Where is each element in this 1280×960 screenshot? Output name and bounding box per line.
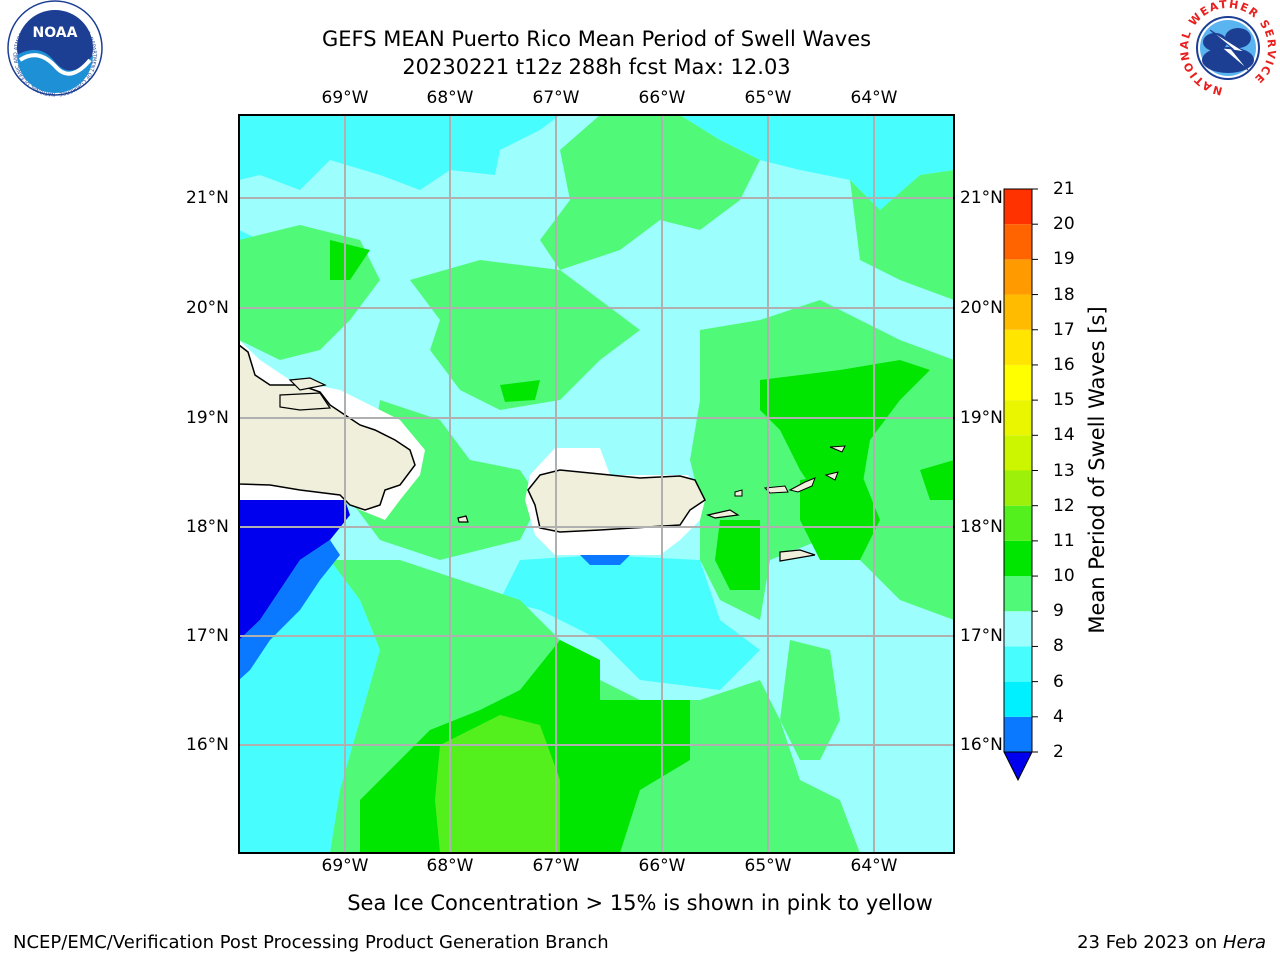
- map-panel: [238, 114, 955, 854]
- colorbar-segment: [1004, 470, 1032, 506]
- lon-label-bottom: 66°W: [638, 856, 686, 876]
- lat-label-left: 19°N: [186, 408, 229, 428]
- map-frame: [238, 114, 955, 854]
- colorbar-tick-label: 2: [1053, 742, 1064, 762]
- colorbar-tick-label: 19: [1053, 249, 1075, 270]
- lon-label-bottom: 69°W: [321, 856, 369, 876]
- lat-label-left: 17°N: [186, 626, 229, 646]
- colorbar-segment: [1004, 259, 1032, 295]
- colorbar-segment: [1004, 681, 1032, 717]
- colorbar-segment: [1004, 400, 1032, 436]
- colorbar-segment: [1004, 294, 1032, 330]
- contour-fills: [239, 115, 954, 853]
- colorbar-segment: [1004, 224, 1032, 260]
- colorbar-segment: [1004, 576, 1032, 612]
- colorbar-segment: [1004, 646, 1032, 682]
- colorbar-segment: [1004, 505, 1032, 541]
- lon-label-bottom: 67°W: [532, 856, 580, 876]
- colorbar-under-arrow: [1003, 751, 1033, 782]
- colorbar-tick-label: 20: [1053, 214, 1075, 235]
- lon-label-top: 68°W: [426, 88, 474, 108]
- map-background: [239, 115, 954, 853]
- lon-label-bottom: 64°W: [850, 856, 898, 876]
- lon-label-top: 67°W: [532, 88, 580, 108]
- colorbar-segment: [1004, 716, 1032, 752]
- lat-label-right: 20°N: [960, 298, 1003, 318]
- colorbar-tick-label: 10: [1053, 566, 1075, 587]
- lat-label-left: 20°N: [186, 298, 229, 318]
- lat-label-right: 18°N: [960, 517, 1003, 537]
- colorbar-tick-label: 8: [1053, 636, 1064, 657]
- colorbar-segment: [1004, 611, 1032, 647]
- lat-label-left: 16°N: [186, 735, 229, 755]
- lon-label-bottom: 68°W: [426, 856, 474, 876]
- colorbar-tick-label: 9: [1053, 601, 1064, 622]
- lat-label-left: 21°N: [186, 188, 229, 208]
- colorbar-tick-label: 12: [1053, 495, 1075, 516]
- lat-label-right: 19°N: [960, 408, 1003, 428]
- colorbar-segment: [1004, 189, 1032, 225]
- lon-label-top: 65°W: [744, 88, 792, 108]
- colorbar-tick-label: 18: [1053, 284, 1075, 305]
- colorbar-tick-label: 16: [1053, 354, 1075, 375]
- colorbar-tick-label: 14: [1053, 425, 1075, 446]
- footer-date: 23 Feb 2023 on Hera: [1077, 932, 1266, 953]
- colorbar-segment: [1004, 364, 1032, 401]
- lon-label-top: 64°W: [850, 88, 898, 108]
- colorbar-tick-label: 6: [1053, 671, 1064, 692]
- colorbar-tick-label: 13: [1053, 460, 1075, 481]
- footer-host: Hera: [1222, 932, 1266, 953]
- colorbar-tick-label: 15: [1053, 390, 1075, 411]
- colorbar-tick-label: 17: [1053, 319, 1075, 340]
- map-gridlines: [239, 115, 954, 853]
- colorbar-tick-label: 4: [1053, 706, 1064, 727]
- footer-credit: NCEP/EMC/Verification Post Processing Pr…: [13, 932, 609, 953]
- lat-label-left: 18°N: [186, 517, 229, 537]
- colorbar-label: Mean Period of Swell Waves [s]: [1085, 306, 1109, 634]
- colorbar-tick-label: 21: [1053, 179, 1075, 199]
- colorbar-segment: [1004, 540, 1032, 577]
- colorbar-segment: [1004, 329, 1032, 365]
- sea-ice-note: Sea Ice Concentration > 15% is shown in …: [347, 891, 933, 915]
- colorbar-tick-label: 11: [1053, 530, 1075, 551]
- lon-label-top: 69°W: [321, 88, 369, 108]
- footer-date-text: 23 Feb 2023 on: [1077, 932, 1223, 953]
- lon-label-top: 66°W: [638, 88, 686, 108]
- colorbar-frame: [1003, 188, 1033, 753]
- chart-subtitle: 20230221 t12z 288h fcst Max: 12.03: [402, 55, 791, 79]
- lon-label-bottom: 65°W: [744, 856, 792, 876]
- lat-label-right: 16°N: [960, 735, 1003, 755]
- lat-label-right: 17°N: [960, 626, 1003, 646]
- chart-title: GEFS MEAN Puerto Rico Mean Period of Swe…: [321, 27, 872, 51]
- lat-label-right: 21°N: [960, 188, 1003, 208]
- colorbar-segment: [1004, 435, 1032, 471]
- colorbar: [1003, 188, 1038, 782]
